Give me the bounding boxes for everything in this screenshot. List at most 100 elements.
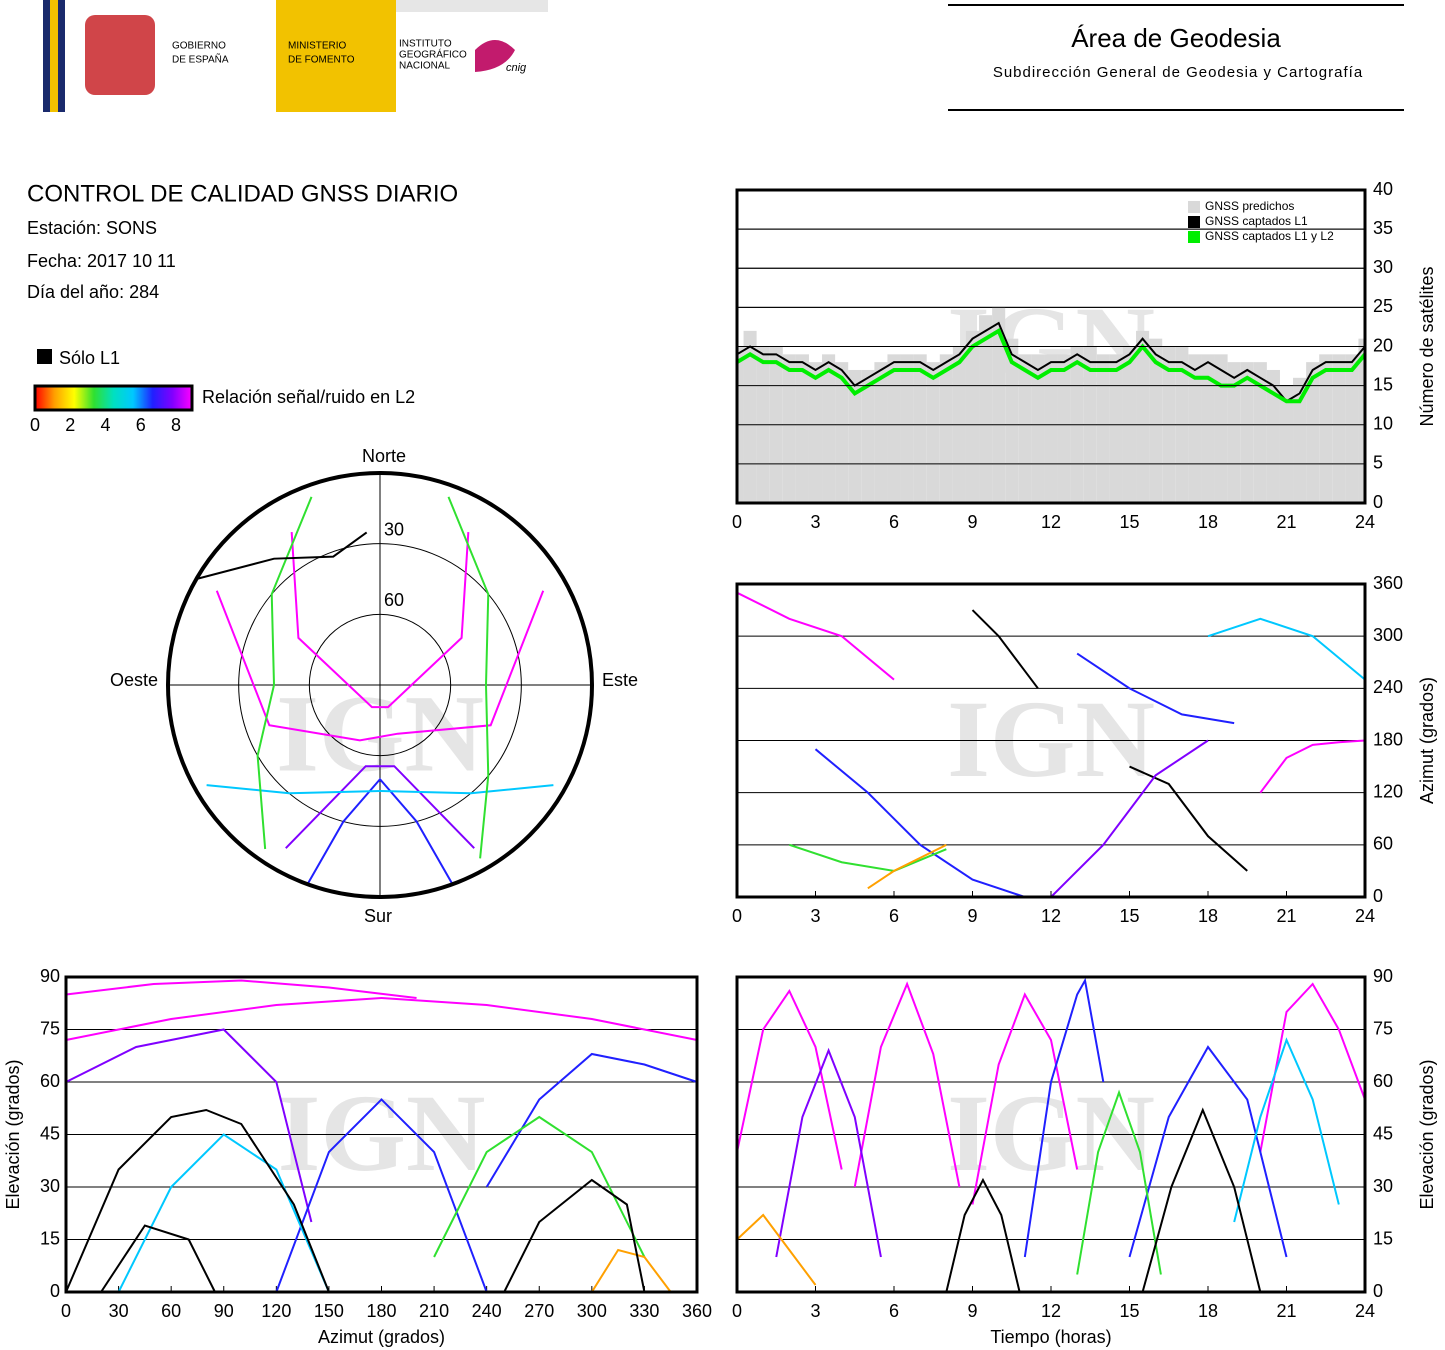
shield	[85, 15, 155, 95]
x-tick-label: 15	[1119, 906, 1139, 926]
logo-text: NACIONAL	[399, 61, 451, 72]
track	[1076, 652, 1235, 725]
y-tick-label: 45	[40, 1123, 60, 1143]
predicted-bar	[992, 307, 1006, 503]
legend-swatch	[1188, 231, 1200, 243]
y-tick-label: 75	[1373, 1018, 1393, 1038]
x-tick-label: 0	[61, 1301, 71, 1321]
predicted-bar	[1005, 338, 1019, 503]
x-tick-label: 6	[889, 1301, 899, 1321]
x-tick-label: 6	[889, 906, 899, 926]
predicted-bar	[1358, 338, 1365, 503]
predicted-bar	[861, 369, 875, 503]
watermark: IGN	[947, 678, 1155, 800]
x-axis-label: Azimut (grados)	[318, 1327, 445, 1347]
x-tick-label: 9	[967, 512, 977, 532]
predicted-bar	[1109, 354, 1123, 503]
x-tick-label: 24	[1355, 512, 1375, 532]
predicted-bar	[1031, 354, 1045, 503]
x-tick-label: 12	[1041, 906, 1061, 926]
logo-text: MINISTERIO	[288, 41, 347, 52]
y-tick-label: 15	[40, 1228, 60, 1248]
track	[736, 988, 843, 1170]
legend-swatch	[1188, 201, 1200, 213]
y-axis-label: Elevación (grados)	[1417, 1059, 1437, 1209]
logo-text: GEOGRÁFICO	[399, 48, 467, 61]
track	[814, 748, 1026, 898]
predicted-bar	[1214, 354, 1228, 503]
predicted-bar	[795, 354, 809, 503]
logo-block	[43, 0, 548, 112]
track	[65, 1108, 330, 1293]
snr-tick-label: 8	[171, 415, 181, 435]
x-tick-label: 24	[1355, 906, 1375, 926]
y-tick-label: 60	[1373, 1071, 1393, 1091]
y-tick-label: 25	[1373, 296, 1393, 316]
snr-label: Relación señal/ruido en L2	[202, 387, 415, 407]
predicted-bar	[979, 315, 993, 503]
y-tick-label: 120	[1373, 781, 1403, 801]
y-tick-label: 15	[1373, 1228, 1393, 1248]
track	[945, 1177, 1021, 1293]
track	[290, 531, 470, 709]
logo-text: DE ESPAÑA	[172, 53, 229, 66]
y-tick-label: 15	[1373, 374, 1393, 394]
track	[1259, 739, 1366, 794]
track	[100, 1224, 216, 1293]
y-tick-label: 90	[1373, 966, 1393, 986]
legend-label: GNSS captados L1	[1205, 214, 1308, 228]
track	[971, 609, 1039, 689]
predicted-bar	[1227, 362, 1241, 503]
predicted-bar	[1057, 354, 1071, 503]
x-tick-label: 150	[314, 1301, 344, 1321]
track	[1207, 617, 1366, 681]
track	[275, 1098, 488, 1293]
x-tick-label: 15	[1119, 1301, 1139, 1321]
watermark: IGN	[947, 1072, 1155, 1194]
track	[1259, 982, 1366, 1153]
north-label: Norte	[362, 446, 406, 466]
x-tick-label: 9	[967, 906, 977, 926]
predicted-bar	[1253, 362, 1267, 503]
track	[433, 1115, 646, 1258]
flag-stripe	[50, 0, 58, 112]
predicted-bar	[1306, 362, 1320, 503]
day-of-year: Día del año: 284	[27, 282, 159, 302]
track	[853, 981, 961, 1188]
y-tick-label: 60	[1373, 834, 1393, 854]
logo-text: DE FOMENTO	[288, 55, 355, 66]
track	[1129, 765, 1248, 872]
predicted-bar	[1201, 354, 1215, 503]
x-tick-label: 180	[366, 1301, 396, 1321]
x-tick-label: 270	[524, 1301, 554, 1321]
predicted-bar	[1188, 354, 1202, 503]
predicted-bar	[900, 354, 914, 503]
y-axis-label: Número de satélites	[1417, 266, 1437, 426]
predicted-bar	[743, 330, 757, 503]
predicted-bar	[1266, 369, 1280, 503]
predicted-bar	[1332, 354, 1346, 503]
track	[971, 992, 1079, 1205]
y-axis-label: Elevación (grados)	[3, 1059, 23, 1209]
x-tick-label: 0	[732, 1301, 742, 1321]
only-l1-swatch	[37, 349, 52, 364]
y-tick-label: 240	[1373, 677, 1403, 697]
east-label: Este	[602, 670, 638, 690]
x-tick-label: 120	[261, 1301, 291, 1321]
track	[65, 996, 698, 1041]
y-tick-label: 0	[1373, 1281, 1383, 1301]
snr-tick-label: 4	[100, 415, 110, 435]
track	[736, 1213, 817, 1286]
x-tick-label: 21	[1276, 512, 1296, 532]
x-tick-label: 0	[732, 512, 742, 532]
track	[867, 843, 947, 890]
predicted-bar	[1319, 354, 1333, 503]
y-tick-label: 35	[1373, 218, 1393, 238]
x-tick-label: 3	[810, 1301, 820, 1321]
track	[1023, 977, 1105, 1258]
track	[1141, 1107, 1262, 1293]
track	[1128, 1045, 1288, 1258]
